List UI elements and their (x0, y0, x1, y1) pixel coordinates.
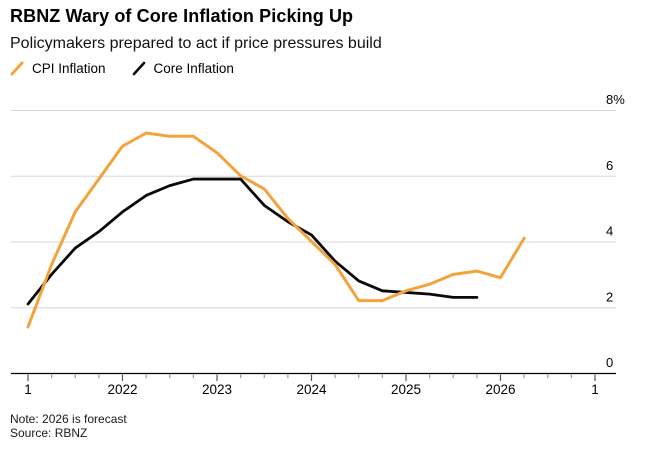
x-axis-label: 2024 (296, 382, 327, 397)
page-title: RBNZ Wary of Core Inflation Picking Up (10, 6, 354, 26)
legend-swatch-cpi-icon (10, 61, 24, 76)
y-axis-label: 4 (606, 224, 613, 239)
y-axis-label: 8% (606, 92, 625, 107)
legend-item-cpi-inflation: CPI Inflation (10, 61, 106, 76)
x-axis-label: 2025 (391, 382, 421, 397)
chart-legend: CPI Inflation Core Inflation (10, 61, 234, 76)
source-text: Source: RBNZ (10, 426, 88, 440)
legend-label-core: Core Inflation (153, 61, 234, 76)
legend-swatch-core-icon (132, 61, 145, 76)
legend-label-cpi: CPI Inflation (32, 61, 106, 76)
page-subtitle: Policymakers prepared to act if price pr… (10, 35, 382, 52)
chart-footer: Note: 2026 is forecast Source: RBNZ (10, 412, 127, 440)
x-axis-label: 1 (591, 382, 599, 397)
x-axis-label: 2022 (107, 382, 137, 397)
y-axis-label: 6 (606, 158, 613, 173)
legend-item-core-inflation: Core Inflation (132, 61, 234, 76)
x-axis-label: 2023 (202, 382, 232, 397)
x-axis-label: 1 (24, 382, 32, 397)
y-axis-label: 0 (606, 355, 613, 370)
y-axis-label: 2 (606, 289, 613, 304)
series-line-cpi-inflation (26, 131, 526, 329)
note-text: Note: 2026 is forecast (10, 412, 127, 426)
x-axis-label: 2026 (485, 382, 515, 397)
